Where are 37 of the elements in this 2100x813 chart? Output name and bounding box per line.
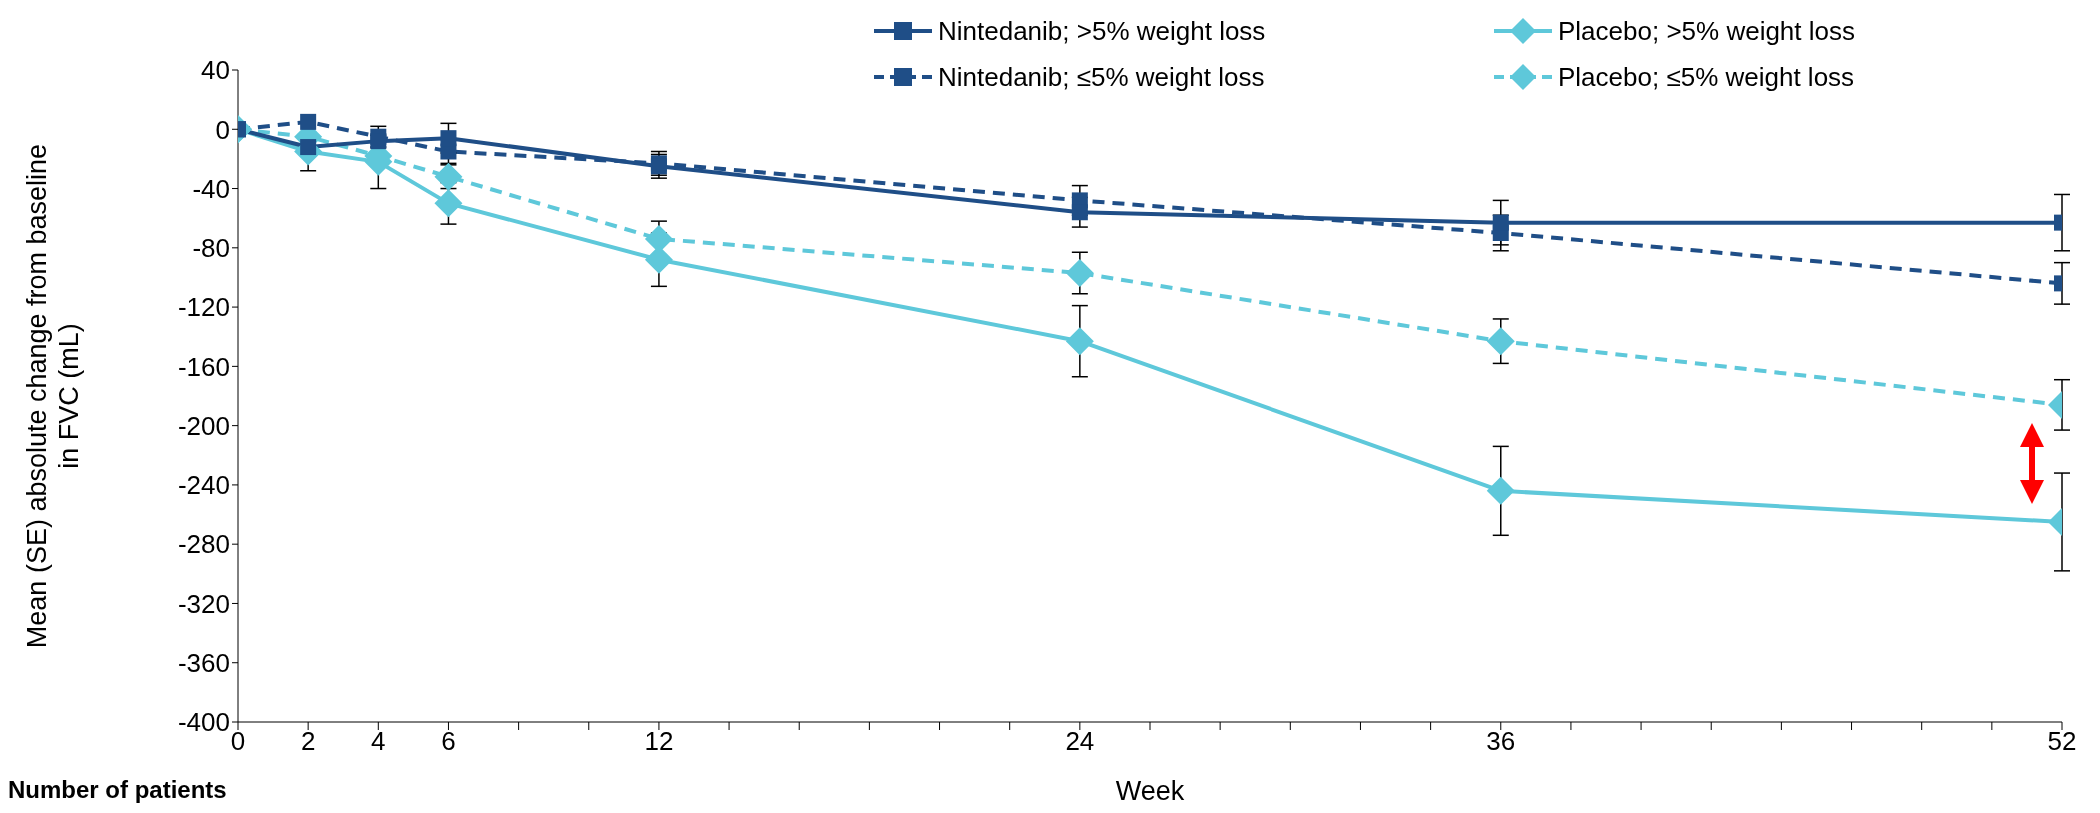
legend-label: Nintedanib; >5% weight loss bbox=[938, 15, 1266, 47]
y-axis-title: Mean (SE) absolute change from baseline in FVC (mL) bbox=[21, 142, 85, 651]
x-tick-label: 2 bbox=[300, 726, 316, 757]
x-tick-label: 4 bbox=[371, 726, 386, 757]
legend-label: Placebo; >5% weight loss bbox=[1558, 15, 1856, 47]
y-tick-label: -120 bbox=[177, 292, 230, 323]
y-tick-label: -400 bbox=[177, 707, 230, 738]
x-tick-label: 12 bbox=[644, 726, 674, 757]
point bbox=[1492, 214, 1509, 231]
point bbox=[1486, 327, 1515, 356]
point bbox=[1486, 476, 1515, 505]
point bbox=[1071, 204, 1088, 221]
point bbox=[434, 162, 463, 191]
x-tick-label: 52 bbox=[2047, 726, 2077, 757]
y-tick-label: -80 bbox=[192, 233, 230, 264]
y-tick-label: -160 bbox=[177, 351, 230, 382]
point bbox=[1065, 259, 1094, 288]
y-tick-label: -280 bbox=[177, 529, 230, 560]
y-tick-label: -200 bbox=[177, 410, 230, 441]
point bbox=[1065, 327, 1094, 356]
x-tick-label: 24 bbox=[1065, 726, 1095, 757]
point bbox=[300, 113, 317, 130]
text: Number of patients bbox=[8, 776, 227, 804]
x-axis-title: Week bbox=[1114, 776, 1186, 807]
y-tick-label: -240 bbox=[177, 470, 230, 501]
y-tick-label: -40 bbox=[192, 173, 230, 204]
x-tick-label: 36 bbox=[1486, 726, 1516, 757]
point bbox=[370, 133, 387, 150]
legend-label: Nintedanib; ≤5% weight loss bbox=[938, 61, 1265, 93]
legend-label: Placebo; ≤5% weight loss bbox=[1558, 61, 1855, 93]
y-tick-label: -320 bbox=[177, 588, 230, 619]
x-tick-label: 6 bbox=[441, 726, 456, 757]
y-tick-label: -360 bbox=[177, 647, 230, 678]
point bbox=[440, 130, 457, 147]
y-tick-label: 40 bbox=[201, 55, 230, 86]
point bbox=[434, 189, 463, 218]
y-tick-label: 0 bbox=[215, 114, 230, 145]
